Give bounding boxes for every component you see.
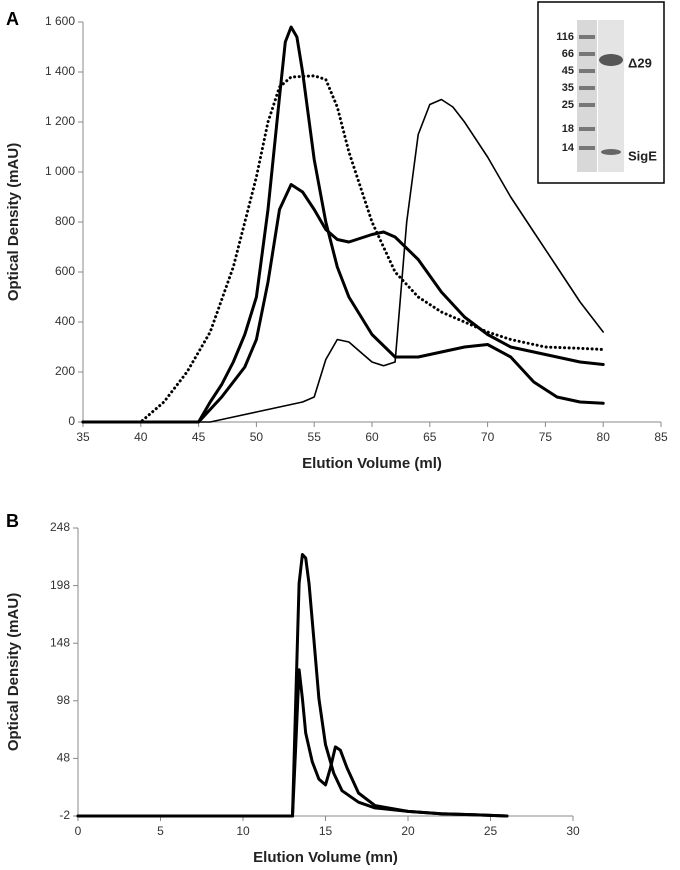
x-tick-label: 30 bbox=[566, 824, 580, 838]
y-axis-title: Optical Density (mAU) bbox=[5, 593, 22, 751]
band-label: SigE bbox=[628, 148, 657, 163]
y-tick-label: 1 200 bbox=[45, 114, 75, 128]
series-line bbox=[81, 74, 605, 424]
marker-label: 18 bbox=[562, 123, 574, 135]
ladder-band bbox=[579, 103, 595, 107]
ladder-band bbox=[579, 69, 595, 73]
y-tick-label: 248 bbox=[50, 520, 70, 534]
y-tick-label: 400 bbox=[55, 314, 75, 328]
x-tick-label: 20 bbox=[401, 824, 415, 838]
x-tick-label: 85 bbox=[654, 430, 668, 444]
gel-sample-lane bbox=[598, 20, 624, 172]
x-tick-label: 70 bbox=[481, 430, 495, 444]
ladder-band bbox=[579, 52, 595, 56]
y-tick-label: 0 bbox=[68, 414, 75, 428]
series-line bbox=[82, 98, 604, 423]
marker-label: 14 bbox=[562, 142, 575, 154]
x-axis-title: Elution Volume (mn) bbox=[253, 849, 398, 866]
marker-label: 35 bbox=[562, 82, 574, 94]
ladder-band bbox=[579, 86, 595, 90]
x-tick-label: 35 bbox=[76, 430, 90, 444]
y-tick-label: 148 bbox=[50, 635, 70, 649]
x-tick-label: 45 bbox=[192, 430, 206, 444]
x-tick-label: 0 bbox=[75, 824, 82, 838]
y-tick-label: 48 bbox=[57, 751, 71, 765]
y-tick-label: 600 bbox=[55, 264, 75, 278]
y-tick-label: 800 bbox=[55, 214, 75, 228]
y-axis-title: Optical Density (mAU) bbox=[5, 143, 22, 301]
marker-label: 45 bbox=[562, 65, 574, 77]
series-line bbox=[76, 553, 509, 818]
x-tick-label: 40 bbox=[134, 430, 148, 444]
y-tick-label: 1 400 bbox=[45, 64, 75, 78]
x-tick-label: 5 bbox=[157, 824, 164, 838]
band-label: Δ29 bbox=[628, 55, 652, 70]
y-tick-label: 1 600 bbox=[45, 14, 75, 28]
x-tick-label: 75 bbox=[539, 430, 553, 444]
y-tick-label: 1 000 bbox=[45, 164, 75, 178]
ladder-band bbox=[579, 146, 595, 150]
x-tick-label: 80 bbox=[597, 430, 611, 444]
x-tick-label: 15 bbox=[319, 824, 333, 838]
gel-band bbox=[599, 54, 623, 66]
y-tick-label: 198 bbox=[50, 578, 70, 592]
series-line bbox=[81, 183, 605, 424]
x-tick-label: 65 bbox=[423, 430, 437, 444]
panel-label: A bbox=[6, 9, 19, 29]
x-axis-title: Elution Volume (ml) bbox=[302, 455, 442, 472]
ladder-band bbox=[579, 127, 595, 131]
gel-ladder-lane bbox=[577, 20, 597, 172]
series-line bbox=[81, 25, 605, 424]
series-line bbox=[76, 668, 509, 818]
x-tick-label: 50 bbox=[250, 430, 264, 444]
x-tick-label: 25 bbox=[484, 824, 498, 838]
y-tick-label: -2 bbox=[59, 808, 70, 822]
ladder-band bbox=[579, 35, 595, 39]
x-tick-label: 60 bbox=[365, 430, 379, 444]
marker-label: 116 bbox=[556, 31, 574, 43]
x-tick-label: 55 bbox=[308, 430, 322, 444]
x-tick-label: 10 bbox=[236, 824, 250, 838]
y-tick-label: 98 bbox=[57, 693, 71, 707]
y-tick-label: 200 bbox=[55, 364, 75, 378]
marker-label: 25 bbox=[562, 99, 574, 111]
panel-label: B bbox=[6, 511, 19, 531]
marker-label: 66 bbox=[562, 48, 574, 60]
gel-band bbox=[601, 149, 621, 155]
